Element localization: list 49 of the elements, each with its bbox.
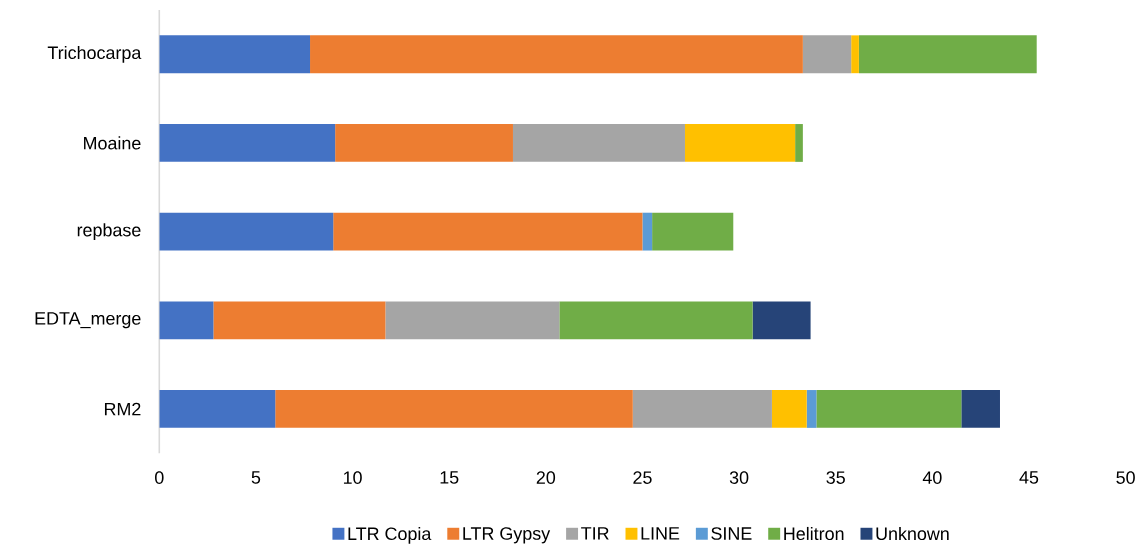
legend-label: Unknown [876, 527, 949, 541]
x-tick-label: 0 [155, 471, 164, 485]
x-tick-label: 45 [1019, 471, 1039, 484]
x-tick-label: 15 [440, 471, 459, 484]
x-tick-label: 50 [1116, 471, 1135, 485]
bar [559, 301, 753, 340]
bar [159, 124, 336, 163]
bar [802, 35, 852, 74]
bar [512, 124, 685, 163]
x-tick-label: 40 [922, 471, 942, 485]
bar [275, 390, 633, 429]
x-tick-label: 5 [251, 471, 261, 484]
bar [310, 35, 803, 74]
bar [159, 301, 214, 340]
y-tick-label: Moaine [84, 136, 141, 150]
bar [858, 35, 1037, 74]
legend-label: LTR Copia [348, 527, 432, 544]
bar [385, 301, 560, 340]
legend-label: LTR Gypsy [463, 527, 551, 544]
bar [684, 124, 796, 163]
bar [213, 301, 386, 340]
legend-label: TIR [581, 527, 609, 540]
bar [335, 124, 513, 163]
bar [652, 212, 734, 251]
y-tick-label: Trichocarpa [47, 46, 142, 63]
y-tick-label: RM2 [104, 402, 141, 416]
bar [961, 390, 1000, 429]
bar [333, 212, 643, 251]
bar [851, 35, 859, 74]
legend-label: Helitron [784, 527, 844, 541]
bar [642, 212, 653, 251]
x-tick-label: 30 [729, 471, 749, 485]
legend-label: SINE [711, 527, 752, 541]
x-tick-label: 25 [633, 471, 652, 485]
bar [159, 35, 311, 74]
bar [752, 301, 811, 340]
x-tick-label: 20 [536, 471, 556, 485]
y-tick-label: EDTA_merge [35, 312, 141, 329]
bar [795, 124, 803, 163]
legend-label: LINE [641, 527, 680, 540]
bar [159, 212, 334, 251]
x-tick-label: 35 [826, 471, 845, 485]
bar [771, 390, 807, 429]
y-tick-label: repbase [77, 223, 141, 241]
bar [159, 390, 276, 429]
bar [816, 390, 962, 429]
bar [632, 390, 772, 429]
bar [806, 390, 817, 429]
x-tick-label: 10 [343, 471, 362, 485]
